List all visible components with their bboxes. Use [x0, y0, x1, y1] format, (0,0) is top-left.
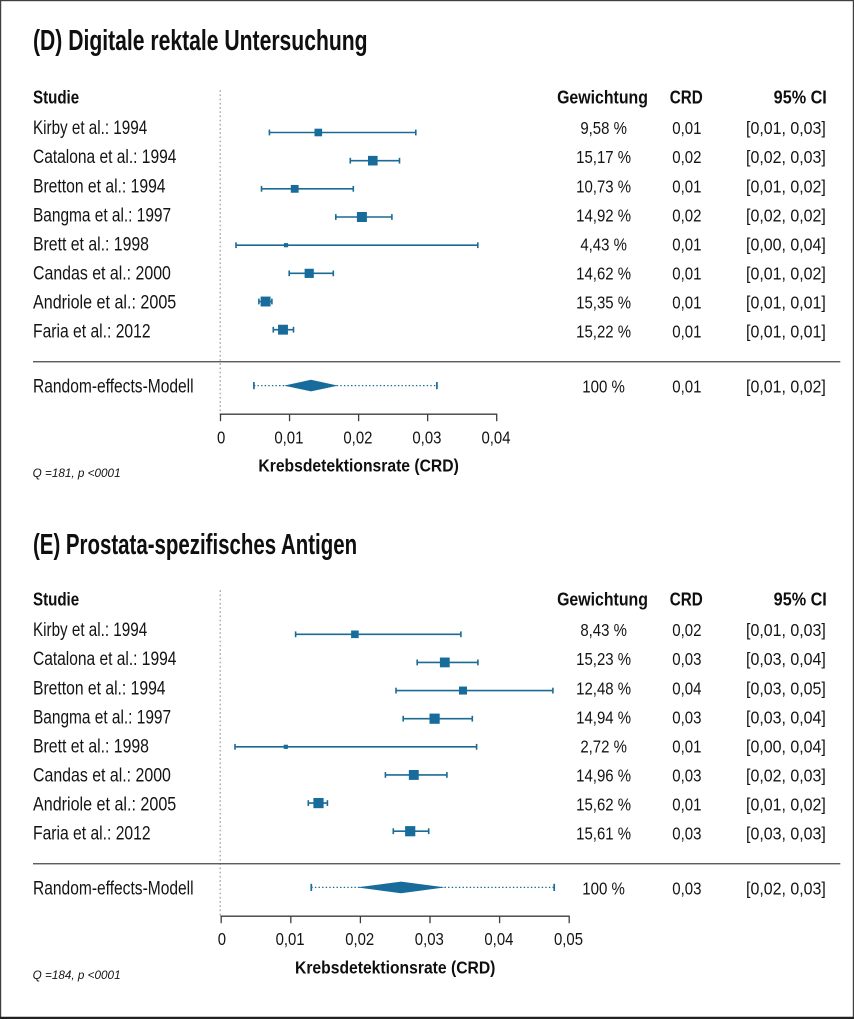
svg-text:15,17 %: 15,17 % [576, 148, 631, 167]
svg-text:0: 0 [217, 427, 225, 448]
svg-text:Q =181, p <0001: Q =181, p <0001 [33, 466, 121, 480]
svg-text:0,01: 0,01 [672, 323, 701, 342]
svg-text:Andriole et al.: 2005: Andriole et al.: 2005 [33, 291, 176, 313]
svg-text:Brett et al.: 1998: Brett et al.: 1998 [33, 735, 149, 757]
svg-text:[0,02, 0,03]: [0,02, 0,03] [746, 766, 826, 786]
svg-text:95% CI: 95% CI [774, 86, 827, 107]
svg-text:0,02: 0,02 [343, 427, 372, 448]
svg-text:0,01: 0,01 [672, 119, 701, 138]
svg-text:95% CI: 95% CI [774, 588, 827, 609]
svg-text:[0,01, 0,01]: [0,01, 0,01] [746, 322, 826, 342]
svg-text:[0,03, 0,05]: [0,03, 0,05] [746, 679, 826, 699]
svg-text:Brett et al.: 1998: Brett et al.: 1998 [33, 233, 149, 255]
svg-text:14,96 %: 14,96 % [576, 766, 631, 785]
svg-text:[0,01, 0,02]: [0,01, 0,02] [746, 177, 826, 197]
svg-text:[0,02, 0,02]: [0,02, 0,02] [746, 206, 826, 226]
svg-text:Bretton et al.: 1994: Bretton et al.: 1994 [33, 175, 166, 197]
svg-text:0,01: 0,01 [274, 427, 303, 448]
svg-text:Catalona et al.: 1994: Catalona et al.: 1994 [33, 648, 177, 670]
svg-text:CRD: CRD [670, 589, 703, 610]
svg-text:0,01: 0,01 [672, 294, 701, 313]
svg-text:Faria et al.: 2012: Faria et al.: 2012 [33, 822, 151, 844]
svg-text:0,03: 0,03 [672, 825, 701, 844]
svg-text:Bangma et al.: 1997: Bangma et al.: 1997 [33, 204, 171, 226]
svg-text:0,01: 0,01 [276, 928, 305, 949]
svg-text:0,04: 0,04 [672, 679, 701, 698]
svg-text:14,92 %: 14,92 % [576, 206, 631, 225]
svg-text:Bretton et al.: 1994: Bretton et al.: 1994 [33, 677, 166, 699]
svg-text:0,04: 0,04 [481, 427, 510, 448]
svg-text:[0,01, 0,01]: [0,01, 0,01] [746, 293, 826, 313]
svg-text:Kirby et al.: 1994: Kirby et al.: 1994 [33, 618, 148, 640]
svg-text:0,03: 0,03 [415, 928, 444, 949]
svg-text:Gewichtung: Gewichtung [557, 588, 648, 609]
svg-text:Catalona et al.: 1994: Catalona et al.: 1994 [33, 146, 177, 168]
svg-text:0,03: 0,03 [672, 708, 701, 727]
svg-text:0,02: 0,02 [672, 621, 701, 640]
svg-text:0,01: 0,01 [672, 737, 701, 756]
svg-text:0,03: 0,03 [672, 650, 701, 669]
svg-text:0,01: 0,01 [672, 177, 701, 196]
svg-text:0,01: 0,01 [672, 796, 701, 815]
svg-text:Studie: Studie [33, 589, 79, 610]
svg-text:0,03: 0,03 [672, 766, 701, 785]
svg-text:Random-effects-Modell: Random-effects-Modell [33, 877, 194, 899]
svg-text:Krebsdetektionsrate (CRD): Krebsdetektionsrate (CRD) [295, 958, 495, 978]
svg-text:0,03: 0,03 [412, 427, 441, 448]
svg-text:14,94 %: 14,94 % [576, 708, 631, 727]
svg-text:Q =184, p <0001: Q =184, p <0001 [33, 968, 121, 982]
svg-text:12,48 %: 12,48 % [576, 679, 631, 698]
svg-text:[0,01, 0,02]: [0,01, 0,02] [746, 795, 826, 815]
svg-text:[0,03, 0,04]: [0,03, 0,04] [746, 708, 826, 728]
svg-text:0,01: 0,01 [672, 378, 701, 397]
svg-text:15,22 %: 15,22 % [576, 323, 631, 342]
svg-text:4,43 %: 4,43 % [580, 235, 627, 254]
svg-text:Candas et al.: 2000: Candas et al.: 2000 [33, 262, 171, 284]
svg-text:(D) Digitale rektale Untersuch: (D) Digitale rektale Untersuchung [33, 25, 368, 57]
svg-text:Random-effects-Modell: Random-effects-Modell [33, 375, 194, 397]
svg-text:0: 0 [218, 928, 226, 949]
svg-text:[0,00, 0,04]: [0,00, 0,04] [746, 737, 826, 757]
svg-text:15,35 %: 15,35 % [576, 294, 631, 313]
svg-text:[0,01, 0,03]: [0,01, 0,03] [746, 620, 826, 640]
svg-text:[0,01, 0,02]: [0,01, 0,02] [746, 264, 826, 284]
svg-text:0,02: 0,02 [345, 928, 374, 949]
svg-text:9,58 %: 9,58 % [580, 119, 627, 138]
svg-text:100 %: 100 % [582, 378, 625, 397]
svg-text:Candas et al.: 2000: Candas et al.: 2000 [33, 764, 171, 786]
svg-text:100 %: 100 % [582, 880, 625, 899]
svg-text:Bangma et al.: 1997: Bangma et al.: 1997 [33, 706, 171, 728]
svg-text:[0,03, 0,04]: [0,03, 0,04] [746, 650, 826, 670]
svg-text:Faria et al.: 2012: Faria et al.: 2012 [33, 320, 151, 342]
svg-text:14,62 %: 14,62 % [576, 264, 631, 283]
svg-text:8,43 %: 8,43 % [580, 621, 627, 640]
svg-text:15,62 %: 15,62 % [576, 796, 631, 815]
svg-text:0,04: 0,04 [484, 928, 513, 949]
svg-text:[0,02, 0,03]: [0,02, 0,03] [746, 148, 826, 168]
svg-text:[0,01, 0,02]: [0,01, 0,02] [746, 377, 826, 397]
svg-text:0,01: 0,01 [672, 235, 701, 254]
svg-text:0,05: 0,05 [554, 928, 583, 949]
svg-text:[0,01, 0,03]: [0,01, 0,03] [746, 118, 826, 138]
svg-text:15,23 %: 15,23 % [576, 650, 631, 669]
svg-text:10,73 %: 10,73 % [576, 177, 631, 196]
svg-text:Gewichtung: Gewichtung [557, 86, 648, 107]
svg-text:Kirby et al.: 1994: Kirby et al.: 1994 [33, 116, 148, 138]
svg-text:[0,00, 0,04]: [0,00, 0,04] [746, 235, 826, 255]
svg-text:0,02: 0,02 [672, 206, 701, 225]
svg-text:2,72 %: 2,72 % [580, 737, 627, 756]
svg-text:0,01: 0,01 [672, 264, 701, 283]
svg-text:CRD: CRD [670, 87, 703, 108]
svg-text:Andriole et al.: 2005: Andriole et al.: 2005 [33, 793, 176, 815]
svg-text:[0,03, 0,03]: [0,03, 0,03] [746, 824, 826, 844]
svg-text:Krebsdetektionsrate (CRD): Krebsdetektionsrate (CRD) [258, 456, 458, 476]
svg-text:0,02: 0,02 [672, 148, 701, 167]
svg-text:(E) Prostata-spezifisches Anti: (E) Prostata-spezifisches Antigen [33, 529, 357, 561]
svg-text:Studie: Studie [33, 87, 79, 108]
svg-text:[0,02, 0,03]: [0,02, 0,03] [746, 879, 826, 899]
svg-text:15,61 %: 15,61 % [576, 825, 631, 844]
svg-text:0,03: 0,03 [672, 880, 701, 899]
